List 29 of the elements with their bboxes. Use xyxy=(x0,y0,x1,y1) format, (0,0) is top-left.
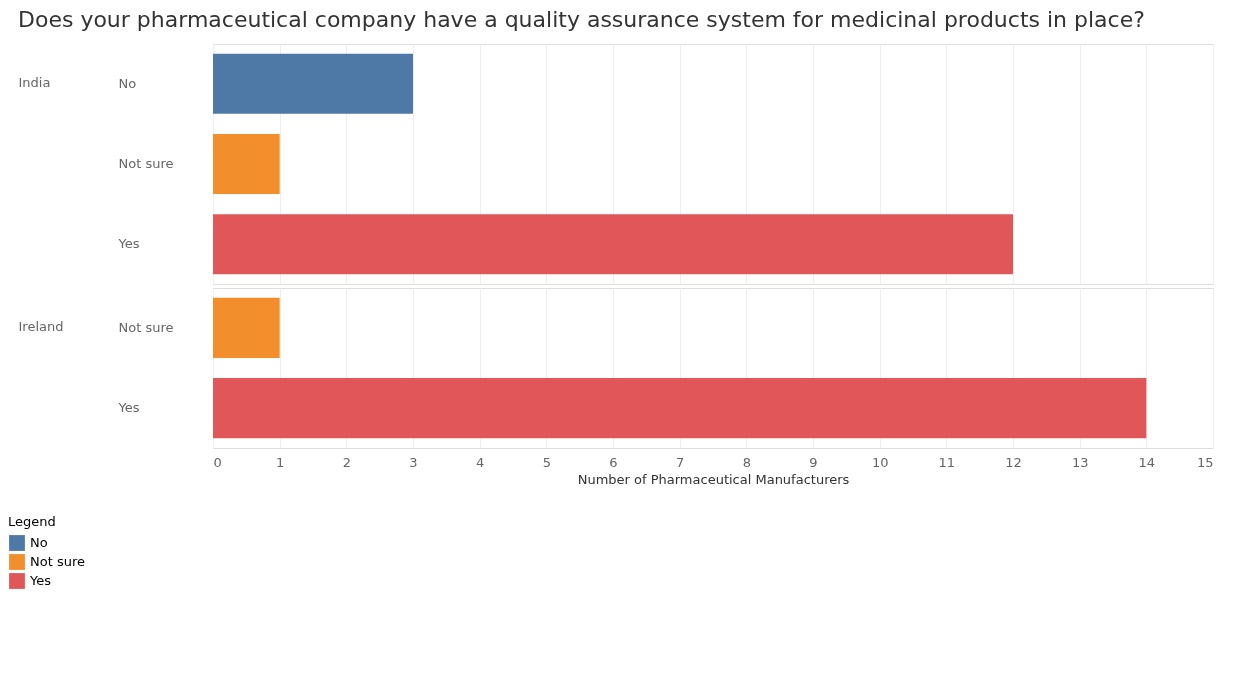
x-tick-label: 10 xyxy=(871,454,889,470)
legend-label: Not sure xyxy=(30,554,85,569)
chart-title: Does your pharmaceutical company have a quality assurance system for medicinal products in place? xyxy=(18,7,1145,32)
y-axis-title: Ireland xyxy=(18,318,64,334)
x-tick-label: 1 xyxy=(276,454,285,470)
x-axis-title: Number of Pharmaceutical Manufacturers xyxy=(577,471,850,487)
y-tick-label: No xyxy=(118,75,137,91)
x-tick-label: 5 xyxy=(542,454,551,470)
x-tick-label: 6 xyxy=(609,454,618,470)
x-tick-label: 9 xyxy=(809,454,818,470)
x-tick-label: 11 xyxy=(938,454,956,470)
y-tick-label: Yes xyxy=(117,400,140,416)
x-tick-label: 8 xyxy=(742,454,751,470)
x-tick-label: 14 xyxy=(1138,454,1156,470)
x-tick-label: 13 xyxy=(1071,454,1089,470)
x-tick-label: 4 xyxy=(476,454,485,470)
legend-title: Legend xyxy=(8,514,56,529)
x-tick-label: 3 xyxy=(409,454,418,470)
x-tick-label: 7 xyxy=(676,454,685,470)
x-tick-label: 15 xyxy=(1196,454,1214,470)
x-tick-label: 2 xyxy=(342,454,351,470)
y-tick-label: Not sure xyxy=(118,319,174,335)
x-tick-label: 12 xyxy=(1005,454,1022,470)
x-tick-label: 0 xyxy=(213,454,222,470)
legend-label: No xyxy=(30,535,48,550)
y-tick-label: Yes xyxy=(117,236,140,252)
y-tick-label: Not sure xyxy=(118,156,174,171)
y-axis-title: India xyxy=(18,74,51,90)
legend-label: Yes xyxy=(29,573,52,588)
